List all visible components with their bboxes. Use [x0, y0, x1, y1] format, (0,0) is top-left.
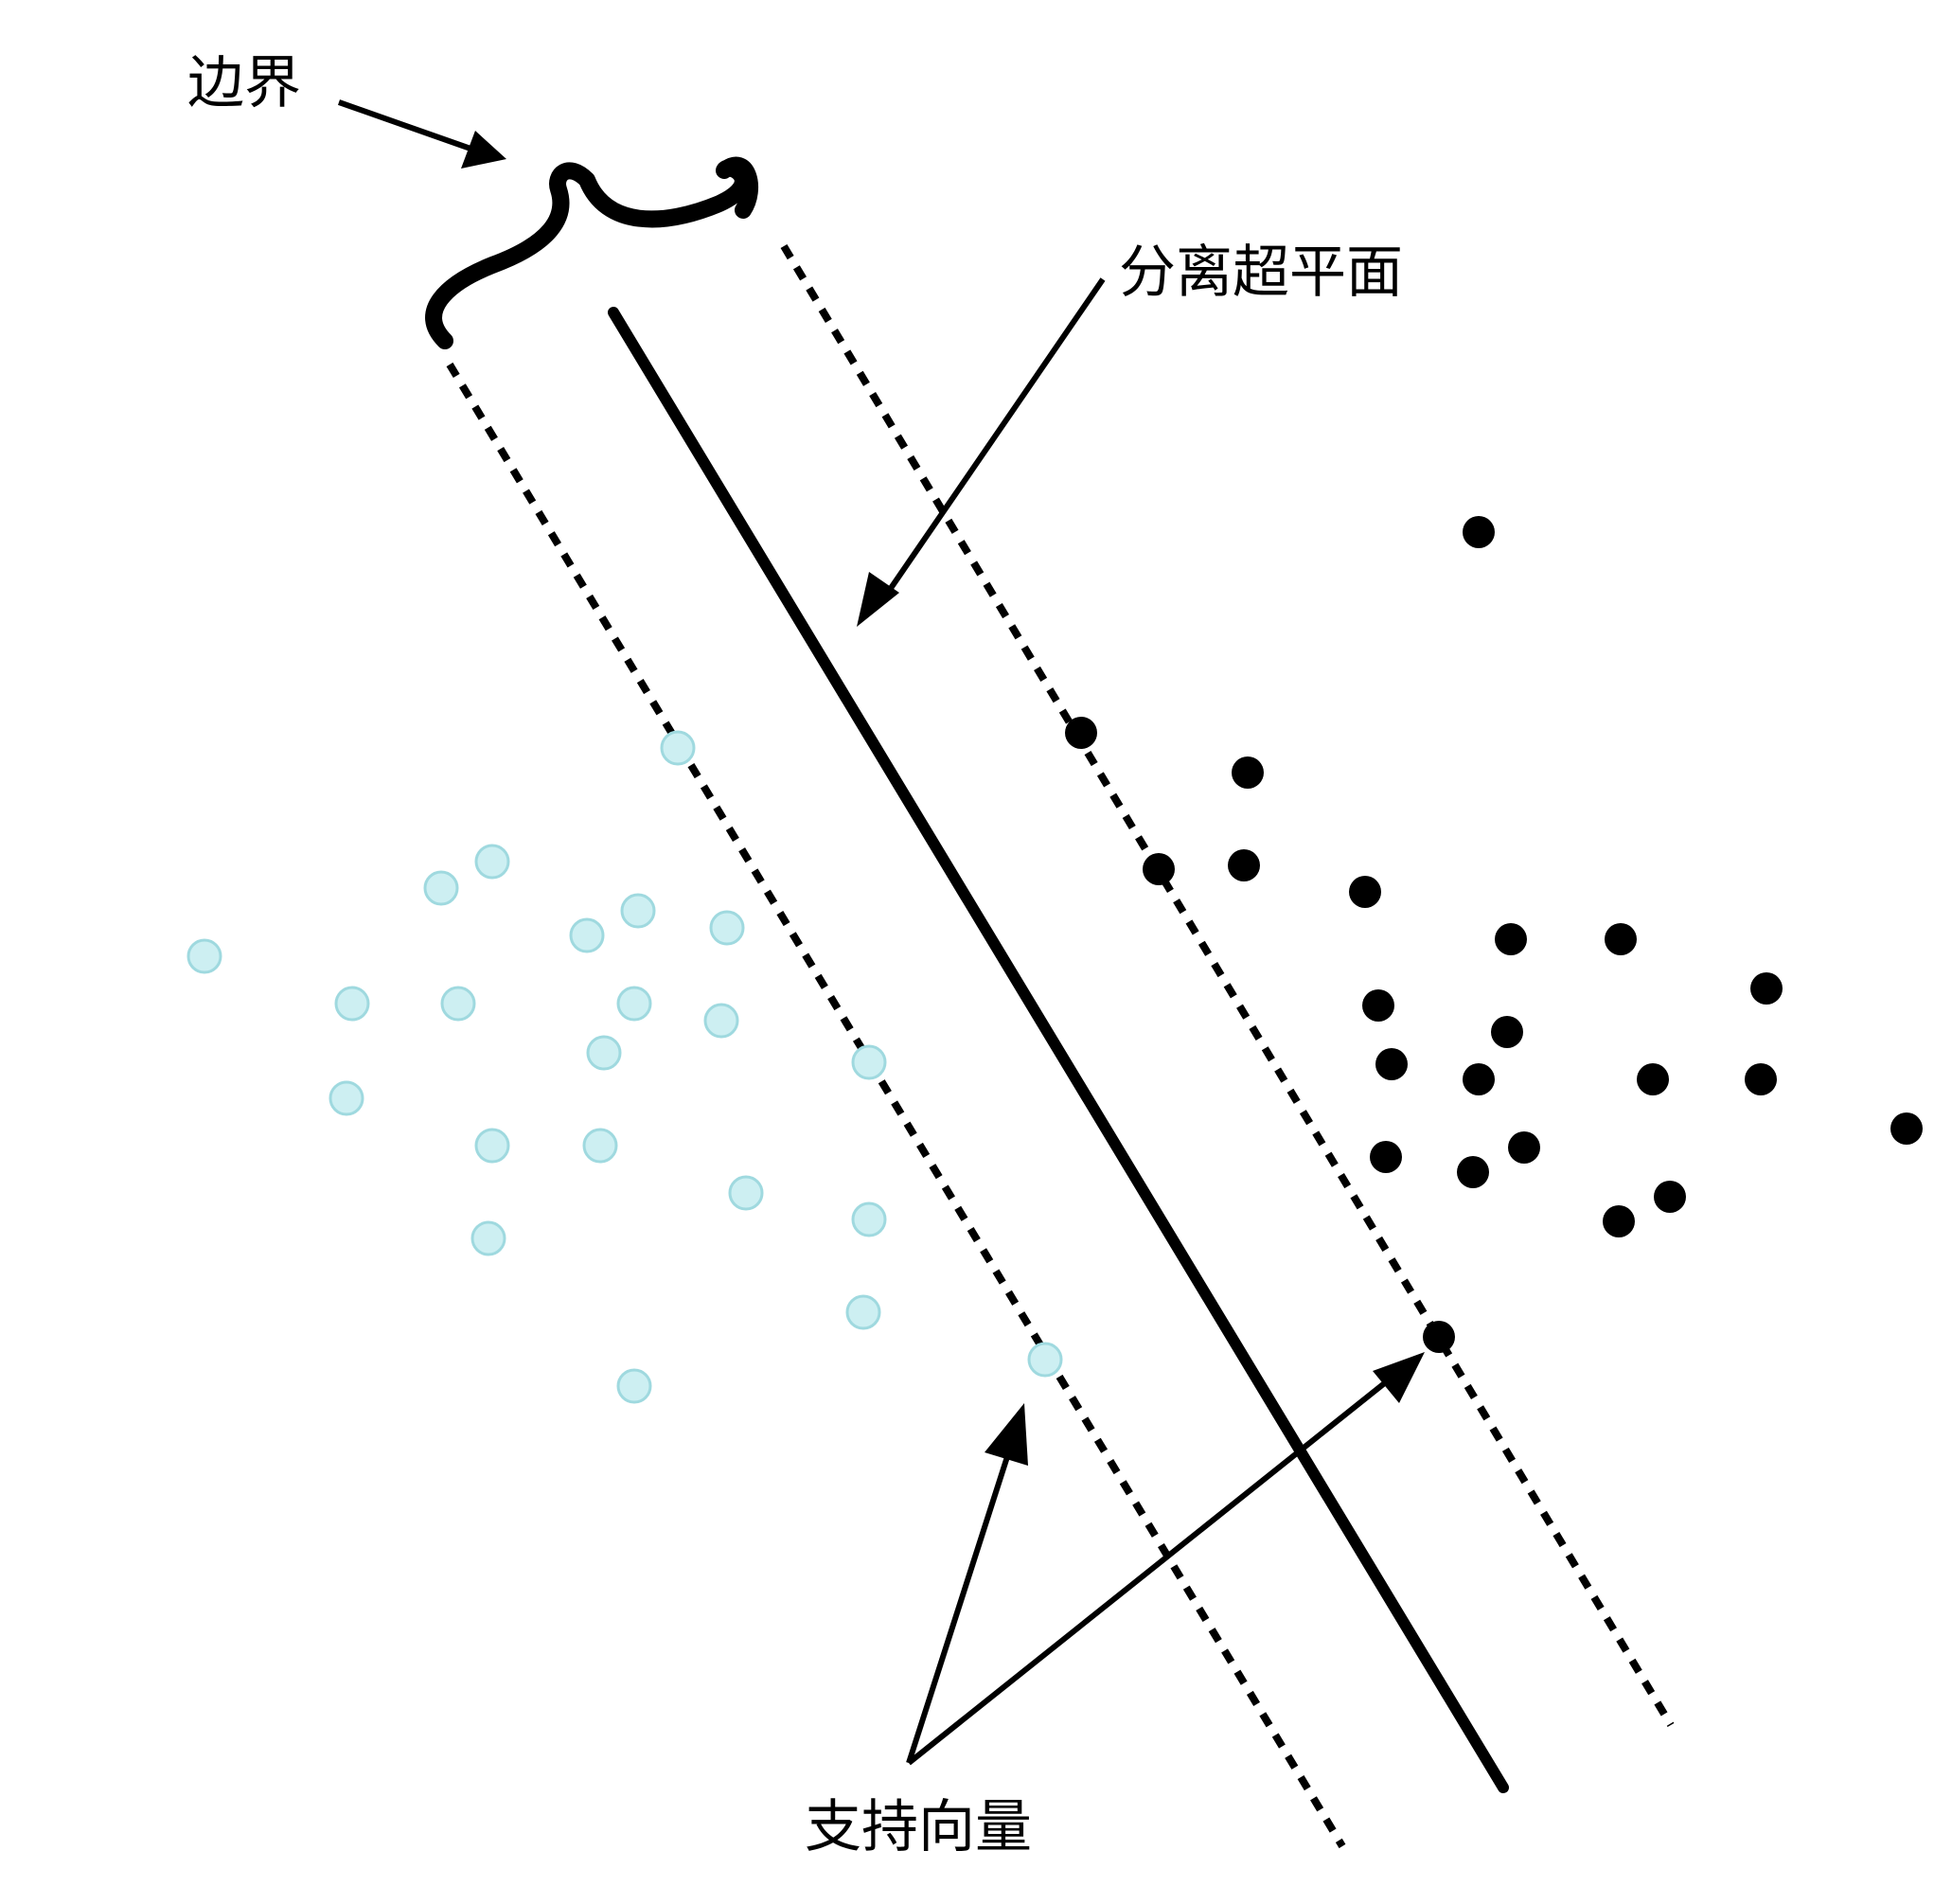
class-a-point: [474, 1128, 510, 1164]
class-b-point: [1890, 1112, 1923, 1145]
class-a-points: [186, 730, 1063, 1404]
margin-arrow: [338, 99, 506, 169]
class-a-point: [423, 870, 459, 906]
class-a-point: [616, 986, 652, 1022]
hyperplane-arrow: [857, 277, 1106, 627]
class-b-point: [1370, 1141, 1402, 1173]
class-a-point: [851, 1201, 887, 1237]
class-a-point: [728, 1175, 764, 1211]
class-b-point: [1745, 1063, 1777, 1095]
class-a-point: [470, 1220, 506, 1256]
class-a-point: [660, 730, 696, 766]
margin-label: 边界: [187, 50, 301, 116]
class-a-point: [328, 1080, 364, 1116]
class-a-point: [851, 1044, 887, 1080]
class-b-point: [1423, 1321, 1455, 1353]
class-b-point: [1605, 923, 1637, 955]
class-a-point: [582, 1128, 618, 1164]
class-b-point: [1228, 849, 1260, 881]
class-a-point: [586, 1035, 622, 1071]
hyperplane-label: 分离超平面: [1119, 240, 1403, 306]
class-a-point: [440, 986, 476, 1022]
class-a-point: [186, 938, 222, 974]
class-b-point: [1463, 1063, 1495, 1095]
class-a-point: [569, 917, 605, 953]
class-a-point: [709, 910, 745, 946]
class-b-point: [1495, 923, 1527, 955]
class-b-point: [1143, 853, 1175, 885]
class-b-point: [1637, 1063, 1669, 1095]
support-vector-arrow-right: [907, 1352, 1425, 1766]
class-b-point: [1491, 1016, 1523, 1048]
class-a-point: [474, 844, 510, 880]
class-b-points: [1065, 516, 1923, 1353]
class-b-point: [1463, 516, 1495, 548]
margin-brace: [425, 156, 759, 349]
class-b-point: [1375, 1048, 1408, 1080]
class-b-point: [1603, 1205, 1635, 1237]
class-a-point: [703, 1003, 739, 1039]
class-b-point: [1508, 1131, 1540, 1164]
class-b-point: [1362, 989, 1394, 1022]
separating-hyperplane: [608, 307, 1509, 1793]
class-a-point: [334, 986, 370, 1022]
class-b-point: [1232, 756, 1264, 789]
class-b-point: [1654, 1181, 1686, 1213]
class-b-point: [1349, 876, 1381, 908]
margin-line-left: [446, 362, 1346, 1849]
margin-line-right: [780, 243, 1675, 1728]
class-a-point: [1027, 1342, 1063, 1378]
support-vector-arrow-left: [906, 1403, 1028, 1764]
class-b-point: [1750, 972, 1783, 1005]
class-a-point: [620, 893, 656, 929]
support-vectors-label: 支持向量: [805, 1794, 1032, 1860]
class-b-point: [1457, 1156, 1489, 1188]
class-a-point: [845, 1294, 881, 1330]
class-b-point: [1065, 717, 1097, 749]
class-a-point: [616, 1368, 652, 1404]
